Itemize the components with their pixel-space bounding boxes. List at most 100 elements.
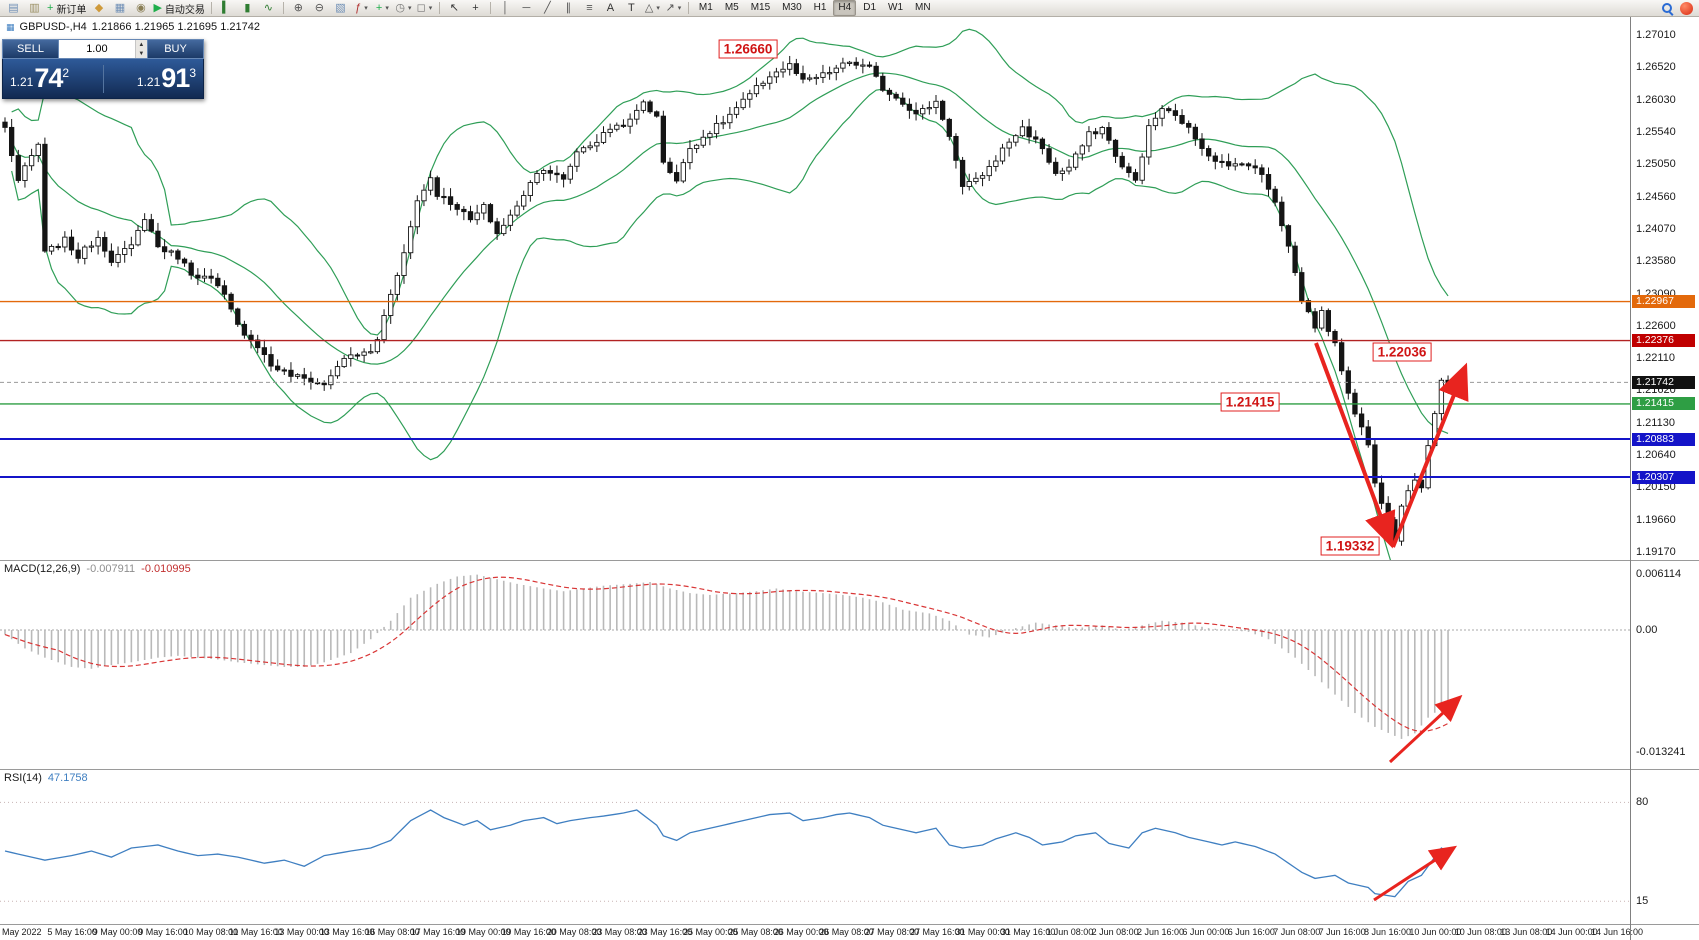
tile-windows-icon[interactable]: ▧	[330, 1, 351, 16]
channel-icon[interactable]: ∥	[558, 1, 579, 16]
buy-price[interactable]: 1.21 91 3	[137, 64, 196, 93]
timeframe-w1-button[interactable]: W1	[888, 2, 904, 13]
macd-name: MACD(12,26,9)	[4, 563, 81, 575]
charts-list-icon[interactable]: ▤	[3, 1, 24, 16]
line-chart-icon[interactable]: ∿	[258, 1, 279, 16]
rsi-value: 47.1758	[47, 772, 88, 784]
dropdown-caret-icon: ▾	[656, 5, 660, 12]
zoom-in-icon[interactable]: ⊕	[288, 1, 309, 16]
horizontal-line-icon[interactable]: ─	[516, 1, 537, 16]
toolbar-separator	[438, 2, 440, 14]
volume-decrease-button[interactable]: ▼	[135, 49, 147, 58]
dropdown-caret-icon: ▾	[407, 5, 412, 12]
toolbar-separator	[687, 2, 689, 14]
market-watch-icon[interactable]: ◆	[88, 1, 109, 16]
timeframe-h4-button[interactable]: H4	[833, 0, 857, 16]
zoom-in-icon: ⊕	[293, 1, 304, 14]
profile-icon: ▥	[29, 1, 40, 14]
toolbar-separator	[282, 2, 284, 14]
data-window-icon[interactable]: ▦	[109, 1, 130, 16]
macd-signal-value: -0.010995	[141, 563, 191, 575]
buy-button[interactable]: BUY	[147, 39, 204, 59]
sell-price[interactable]: 1.21 74 2	[10, 64, 69, 93]
dropdown-caret-icon: ▾	[364, 5, 368, 12]
timeframe-m5-button[interactable]: M5	[724, 2, 739, 13]
navigator-icon: ◉	[136, 1, 146, 14]
fibonacci-icon: ≡	[586, 1, 593, 14]
notification-badge[interactable]	[1680, 1, 1693, 15]
ohlc-label: 1.21866 1.21965 1.21695 1.21742	[91, 21, 260, 33]
symbol-period-label: GBPUSD-,H4	[19, 21, 87, 33]
period-icon[interactable]: ◷ ▾	[393, 1, 414, 16]
data-window-icon: ▦	[114, 1, 126, 14]
fibonacci-icon[interactable]: ≡	[579, 1, 600, 16]
indicators-icon[interactable]: ƒ ▾	[351, 1, 372, 16]
volume-field: ▲ ▼	[59, 39, 147, 59]
zoom-out-icon: ⊖	[314, 1, 325, 14]
new-order-button[interactable]: + 新订单	[45, 1, 88, 16]
trendline-icon[interactable]: ╱	[537, 1, 558, 16]
rsi-indicator-label: RSI(14) 47.1758	[4, 772, 88, 784]
autotrading-button[interactable]: ▶ 自动交易	[151, 1, 206, 16]
horizontal-line-icon: ─	[522, 1, 531, 14]
timeframe-mn-button[interactable]: MN	[915, 2, 931, 13]
trade-panel-prices: 1.21 74 2 1.21 91 3	[2, 59, 204, 99]
candlestick-chart-icon[interactable]: ▮	[237, 1, 258, 16]
buy-price-big: 91	[161, 63, 190, 93]
volume-input[interactable]	[59, 40, 135, 58]
sell-price-sup: 2	[62, 66, 70, 80]
trade-panel-controls: SELL ▲ ▼ BUY	[2, 39, 204, 59]
vertical-line-icon[interactable]: │	[495, 1, 516, 16]
timeframe-m15-button[interactable]: M15	[750, 2, 771, 13]
trendline-icon: ╱	[544, 1, 551, 14]
arrows-icon: ↗	[665, 1, 675, 14]
indicators-icon: ƒ	[355, 1, 362, 14]
text-label-icon[interactable]: T	[621, 1, 642, 16]
dropdown-caret-icon: ▾	[385, 5, 389, 12]
add-object-icon[interactable]: + ▾	[372, 1, 393, 16]
line-chart-icon: ∿	[263, 1, 274, 14]
new-order-button-label: 新订单	[56, 4, 87, 16]
timeframe-m1-button[interactable]: M1	[698, 2, 713, 13]
timeframe-h1-button[interactable]: H1	[813, 2, 827, 13]
bar-chart-icon[interactable]: ▍	[216, 1, 237, 16]
macd-indicator-label: MACD(12,26,9) -0.007911 -0.010995	[4, 563, 191, 575]
volume-stepper: ▲ ▼	[134, 40, 147, 58]
candlestick-chart-icon: ▮	[244, 1, 251, 14]
cursor-icon[interactable]: ↖	[444, 1, 465, 16]
timeframe-m30-button[interactable]: M30	[782, 2, 802, 13]
text-icon[interactable]: A	[600, 1, 621, 16]
autotrading-button-label: 自动交易	[164, 4, 205, 16]
cursor-icon: ↖	[449, 1, 460, 14]
buy-price-prefix: 1.21	[136, 75, 161, 89]
chart-thumbnail-icon: ▦	[6, 21, 15, 32]
channel-icon: ∥	[565, 1, 572, 14]
timeframe-d1-button[interactable]: D1	[863, 2, 877, 13]
volume-increase-button[interactable]: ▲	[135, 40, 147, 49]
buy-price-sup: 3	[189, 66, 196, 80]
autotrading-icon: ▶	[153, 1, 162, 14]
macd-main-value: -0.007911	[86, 563, 136, 575]
bar-chart-icon: ▍	[222, 1, 231, 14]
zoom-out-icon[interactable]: ⊖	[309, 1, 330, 16]
navigator-icon[interactable]: ◉	[130, 1, 151, 16]
shapes-icon[interactable]: △ ▾	[642, 1, 663, 16]
crosshair-icon[interactable]: +	[465, 1, 486, 16]
toolbar-right-group	[1661, 1, 1696, 15]
profile-icon[interactable]: ▥	[24, 1, 45, 16]
dropdown-caret-icon: ▾	[677, 5, 682, 12]
charts-list-icon: ▤	[8, 1, 19, 14]
sell-price-prefix: 1.21	[10, 75, 34, 89]
sell-button[interactable]: SELL	[2, 39, 59, 59]
dropdown-caret-icon: ▾	[428, 5, 433, 12]
arrows-icon[interactable]: ↗ ▾	[663, 1, 684, 16]
rsi-name: RSI(14)	[4, 772, 42, 784]
text-label-icon: T	[628, 1, 635, 14]
toolbar: ▤ ▥ + 新订单 ◆ ▦ ◉ ▶ 自动交易 ▍ ▮ ∿ ⊕ ⊖ ▧ ƒ ▾ + ▾ ◷ ▾ ◻ ▾ ↖ + │ ─ ╱ ∥ ≡ A T △ ▾ ↗…	[0, 0, 1699, 17]
template-icon[interactable]: ◻ ▾	[414, 1, 435, 16]
search-icon[interactable]	[1661, 2, 1674, 15]
text-icon: A	[606, 1, 615, 14]
period-icon: ◷	[395, 1, 405, 14]
